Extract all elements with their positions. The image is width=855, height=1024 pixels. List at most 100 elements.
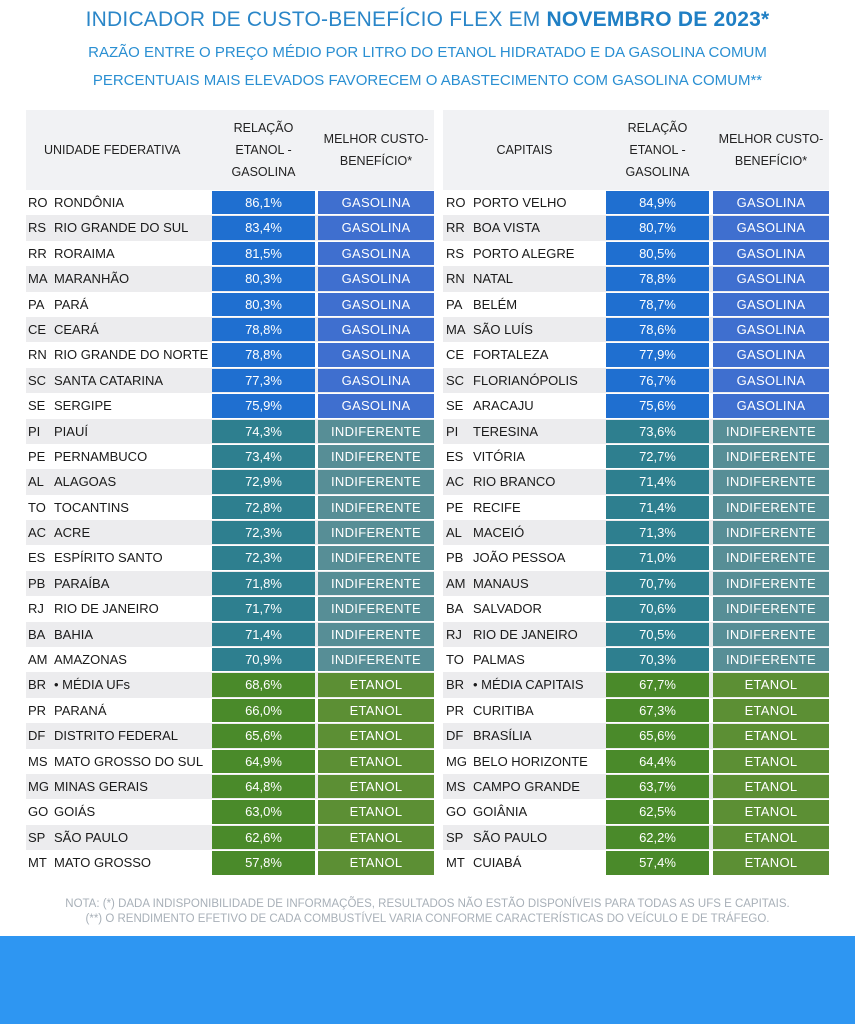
ratio-value: 64,4%: [606, 749, 709, 773]
best-option: INDIFERENTE: [318, 622, 434, 647]
subtitle-explanation: PERCENTUAIS MAIS ELEVADOS FAVORECEM O AB…: [92, 72, 763, 89]
table-row: PA BELÉM 78,7% GASOLINA: [443, 292, 829, 317]
best-option: GASOLINA: [318, 191, 434, 215]
location-name: SÃO LUÍS: [473, 321, 533, 337]
best-option: ETANOL: [713, 800, 829, 824]
table-row: PB PARAÍBA 71,8% INDIFERENTE: [26, 570, 434, 597]
title-period: NOVEMBRO DE 2023*: [546, 8, 770, 31]
best-option: INDIFERENTE: [713, 546, 829, 570]
uf-code: RJ: [28, 601, 44, 617]
ratio-value: 71,4%: [606, 470, 709, 494]
best-option: ETANOL: [713, 749, 829, 773]
location-name: PIAUÍ: [54, 423, 88, 439]
location-name: SÃO PAULO: [54, 829, 129, 845]
ratio-value: 81,5%: [212, 241, 315, 266]
table-row: SC FLORIANÓPOLIS 76,7% GASOLINA: [443, 367, 829, 394]
uf-code: RR: [28, 245, 47, 261]
best-option: INDIFERENTE: [318, 571, 434, 596]
location-name: BRASÍLIA: [473, 728, 532, 744]
ratio-value: 62,5%: [606, 800, 709, 824]
table-row: BA BAHIA 71,4% INDIFERENTE: [26, 621, 434, 648]
location-name: JOÃO PESSOA: [473, 550, 566, 566]
table-row: BR • MÉDIA UFs 68,6% ETANOL: [26, 672, 434, 698]
ratio-value: 67,3%: [606, 698, 709, 723]
header-ratio: RELAÇÃO ETANOL - GASOLINA: [212, 110, 315, 190]
table-row: CE CEARÁ 78,8% GASOLINA: [26, 316, 434, 343]
location-name: SALVADOR: [473, 601, 542, 617]
ratio-value: 70,5%: [606, 622, 709, 647]
ratio-value: 63,0%: [212, 800, 315, 824]
header-ratio-text: RELAÇÃO ETANOL - GASOLINA: [625, 121, 690, 179]
table-row: AM AMAZONAS 70,9% INDIFERENTE: [26, 647, 434, 672]
uf-code: PA: [28, 296, 45, 312]
uf-code: SE: [28, 398, 46, 414]
ratio-value: 70,3%: [606, 648, 709, 672]
location-name: ACRE: [54, 525, 91, 541]
capitals-table-body: RO PORTO VELHO 84,9% GASOLINA RR BOA VISTA 80,…: [443, 190, 829, 876]
location-name: RONDÔNIA: [54, 195, 125, 210]
location-name: MATO GROSSO DO SUL: [54, 753, 204, 769]
uf-code: BA: [446, 601, 464, 617]
uf-code: SE: [446, 398, 464, 414]
ratio-value: 65,6%: [212, 724, 315, 748]
location-name: ALAGOAS: [54, 474, 117, 490]
uf-code: PB: [446, 550, 464, 566]
uf-code: RR: [446, 220, 465, 236]
table-row: PE RECIFE 71,4% INDIFERENTE: [443, 495, 829, 520]
best-option: INDIFERENTE: [713, 419, 829, 443]
best-option: GASOLINA: [318, 267, 434, 291]
uf-code: MA: [28, 271, 48, 287]
table-row: RS RIO GRANDE DO SUL 83,4% GASOLINA: [26, 215, 434, 241]
table-row: AC RIO BRANCO 71,4% INDIFERENTE: [443, 469, 829, 495]
ratio-value: 70,6%: [606, 597, 709, 621]
uf-code: SC: [446, 372, 465, 388]
best-option: ETANOL: [318, 724, 434, 748]
table-row: RR RORAIMA 81,5% GASOLINA: [26, 241, 434, 266]
best-option: ETANOL: [318, 749, 434, 773]
best-option: ETANOL: [318, 800, 434, 824]
best-option: ETANOL: [713, 851, 829, 875]
location-name: PALMAS: [473, 652, 525, 668]
table-row: MT MATO GROSSO 57,8% ETANOL: [26, 850, 434, 875]
header-ratio: RELAÇÃO ETANOL - GASOLINA: [606, 110, 709, 190]
best-option: GASOLINA: [713, 267, 829, 291]
table-row: SP SÃO PAULO 62,6% ETANOL: [26, 824, 434, 851]
ratio-value: 73,4%: [212, 444, 315, 469]
uf-code: CE: [28, 321, 47, 337]
ratio-value: 64,9%: [212, 749, 315, 773]
ratio-value: 67,7%: [606, 673, 709, 697]
uf-code: DF: [446, 728, 464, 744]
best-option: INDIFERENTE: [318, 444, 434, 469]
location-name: NATAL: [473, 271, 513, 287]
uf-code: PR: [446, 702, 465, 718]
table-row: RO PORTO VELHO 84,9% GASOLINA: [443, 190, 829, 215]
uf-code: MS: [28, 753, 48, 769]
table-row: GO GOIÁS 63,0% ETANOL: [26, 799, 434, 824]
table-row: MA MARANHÃO 80,3% GASOLINA: [26, 266, 434, 292]
ratio-value: 72,9%: [212, 470, 315, 494]
best-option: GASOLINA: [713, 317, 829, 342]
ratio-value: 75,9%: [212, 394, 315, 418]
ratio-value: 75,6%: [606, 394, 709, 418]
uf-code: RN: [446, 271, 465, 287]
location-name: SANTA CATARINA: [54, 372, 164, 388]
ratio-value: 80,5%: [606, 241, 709, 266]
uf-table-body: RO RONDÔNIA 86,1% GASOLINA RS RIO GRANDE DO S…: [26, 190, 434, 876]
location-name: BAHIA: [54, 626, 94, 642]
location-name: PORTO ALEGRE: [473, 245, 575, 261]
table-row: RJ RIO DE JANEIRO 71,7% INDIFERENTE: [26, 596, 434, 621]
header-uf: UNIDADE FEDERATIVA: [44, 143, 181, 157]
uf-code: BR: [446, 677, 465, 693]
location-name: RIO DE JANEIRO: [473, 626, 578, 642]
ratio-value: 71,0%: [606, 546, 709, 570]
best-option: GASOLINA: [318, 343, 434, 367]
table-row: PE PERNAMBUCO 73,4% INDIFERENTE: [26, 444, 434, 469]
best-option: INDIFERENTE: [713, 571, 829, 596]
uf-code: GO: [446, 804, 467, 820]
table-row: PI PIAUÍ 74,3% INDIFERENTE: [26, 418, 434, 444]
table-row: RN NATAL 78,8% GASOLINA: [443, 266, 829, 292]
ratio-value: 78,6%: [606, 317, 709, 342]
ratio-value: 77,3%: [212, 368, 315, 393]
best-option: INDIFERENTE: [713, 648, 829, 672]
best-option: GASOLINA: [713, 191, 829, 215]
